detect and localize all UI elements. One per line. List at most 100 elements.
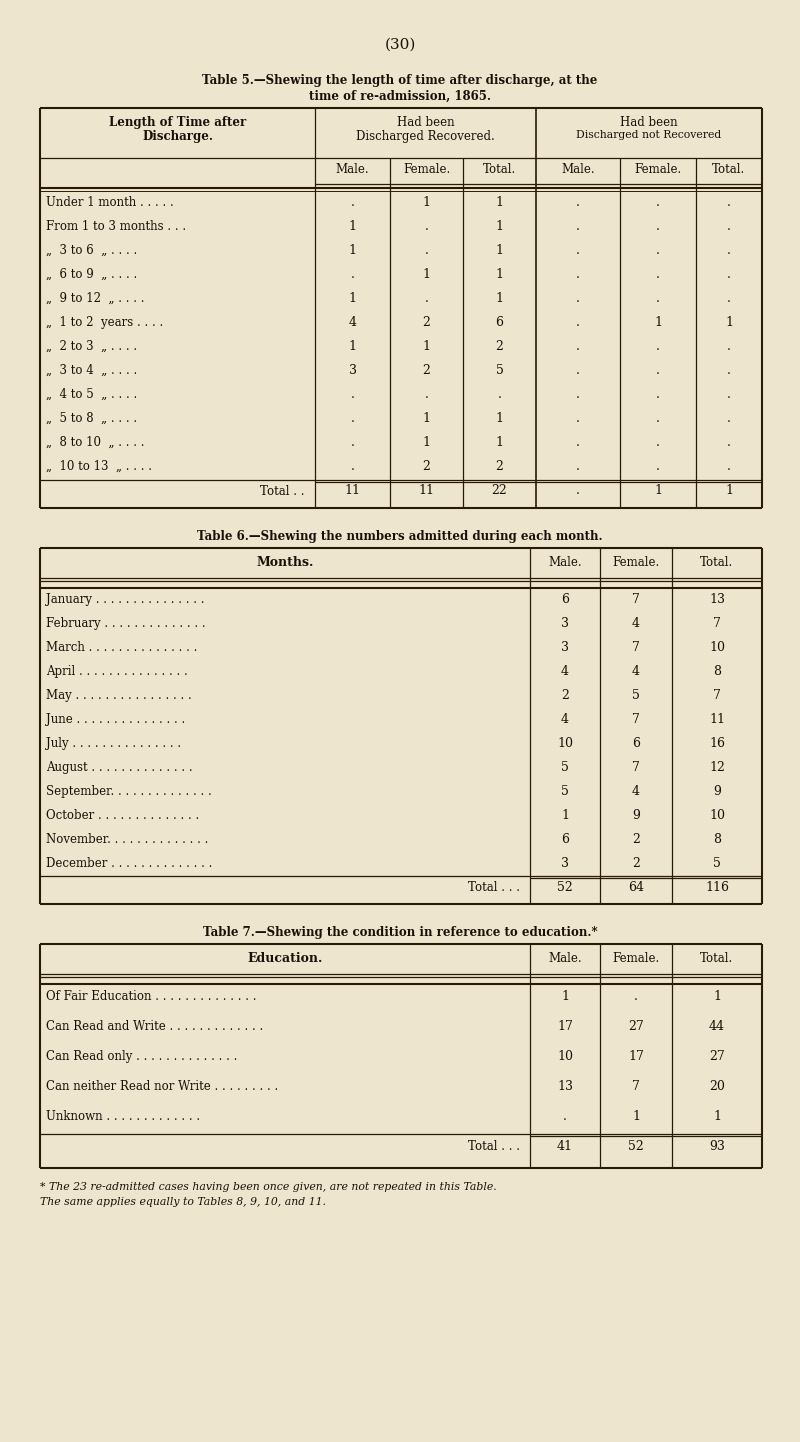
Text: Of Fair Education . . . . . . . . . . . . . .: Of Fair Education . . . . . . . . . . . … bbox=[46, 991, 257, 1004]
Text: 1: 1 bbox=[713, 991, 721, 1004]
Text: March . . . . . . . . . . . . . . .: March . . . . . . . . . . . . . . . bbox=[46, 642, 198, 655]
Text: Female.: Female. bbox=[612, 557, 660, 570]
Text: 1: 1 bbox=[349, 291, 357, 306]
Text: .: . bbox=[634, 991, 638, 1004]
Text: .: . bbox=[727, 221, 731, 234]
Text: April . . . . . . . . . . . . . . .: April . . . . . . . . . . . . . . . bbox=[46, 665, 188, 678]
Text: Months.: Months. bbox=[256, 557, 314, 570]
Text: .: . bbox=[576, 268, 580, 281]
Text: 2: 2 bbox=[495, 460, 503, 473]
Text: Total.: Total. bbox=[700, 557, 734, 570]
Text: 1: 1 bbox=[422, 340, 430, 353]
Text: From 1 to 3 months . . .: From 1 to 3 months . . . bbox=[46, 221, 186, 234]
Text: „  5 to 8  „ . . . .: „ 5 to 8 „ . . . . bbox=[46, 412, 137, 425]
Text: Table 7.—Shewing the condition in reference to education.*: Table 7.—Shewing the condition in refere… bbox=[202, 926, 598, 939]
Text: .: . bbox=[656, 460, 660, 473]
Text: Can Read only . . . . . . . . . . . . . .: Can Read only . . . . . . . . . . . . . … bbox=[46, 1050, 238, 1063]
Text: „  10 to 13  „ . . . .: „ 10 to 13 „ . . . . bbox=[46, 460, 152, 473]
Text: 7: 7 bbox=[632, 642, 640, 655]
Text: 1: 1 bbox=[349, 340, 357, 353]
Text: 3: 3 bbox=[561, 857, 569, 870]
Text: June . . . . . . . . . . . . . . .: June . . . . . . . . . . . . . . . bbox=[46, 712, 186, 725]
Text: .: . bbox=[656, 268, 660, 281]
Text: Discharged not Recovered: Discharged not Recovered bbox=[576, 130, 722, 140]
Text: .: . bbox=[425, 291, 429, 306]
Text: „  3 to 6  „ . . . .: „ 3 to 6 „ . . . . bbox=[46, 244, 138, 257]
Text: 1: 1 bbox=[422, 268, 430, 281]
Text: 3: 3 bbox=[349, 363, 357, 376]
Text: Had been: Had been bbox=[397, 115, 454, 128]
Text: 16: 16 bbox=[709, 737, 725, 750]
Text: 5: 5 bbox=[632, 689, 640, 702]
Text: July . . . . . . . . . . . . . . .: July . . . . . . . . . . . . . . . bbox=[46, 737, 181, 750]
Text: .: . bbox=[576, 221, 580, 234]
Text: 10: 10 bbox=[557, 1050, 573, 1063]
Text: 7: 7 bbox=[713, 617, 721, 630]
Text: October . . . . . . . . . . . . . .: October . . . . . . . . . . . . . . bbox=[46, 809, 199, 822]
Text: * The 23 re-admitted cases having been once given, are not repeated in this Tabl: * The 23 re-admitted cases having been o… bbox=[40, 1182, 497, 1193]
Text: 4: 4 bbox=[632, 665, 640, 678]
Text: 2: 2 bbox=[561, 689, 569, 702]
Text: 20: 20 bbox=[709, 1080, 725, 1093]
Text: „  8 to 10  „ . . . .: „ 8 to 10 „ . . . . bbox=[46, 435, 145, 448]
Text: 52: 52 bbox=[557, 881, 573, 894]
Text: 1: 1 bbox=[654, 316, 662, 329]
Text: 1: 1 bbox=[495, 221, 503, 234]
Text: .: . bbox=[576, 291, 580, 306]
Text: 5: 5 bbox=[713, 857, 721, 870]
Text: 44: 44 bbox=[709, 1019, 725, 1032]
Text: time of re-admission, 1865.: time of re-admission, 1865. bbox=[309, 89, 491, 102]
Text: 10: 10 bbox=[709, 642, 725, 655]
Text: 1: 1 bbox=[495, 244, 503, 257]
Text: 1: 1 bbox=[725, 485, 733, 497]
Text: September. . . . . . . . . . . . . .: September. . . . . . . . . . . . . . bbox=[46, 784, 212, 797]
Text: 1: 1 bbox=[561, 809, 569, 822]
Text: 4: 4 bbox=[632, 784, 640, 797]
Text: „  1 to 2  years . . . .: „ 1 to 2 years . . . . bbox=[46, 316, 163, 329]
Text: 1: 1 bbox=[632, 1110, 640, 1123]
Text: 4: 4 bbox=[349, 316, 357, 329]
Text: 1: 1 bbox=[422, 412, 430, 425]
Text: 12: 12 bbox=[709, 761, 725, 774]
Text: Total.: Total. bbox=[712, 163, 746, 176]
Text: 1: 1 bbox=[422, 196, 430, 209]
Text: Male.: Male. bbox=[561, 163, 595, 176]
Text: Total . . .: Total . . . bbox=[468, 1141, 520, 1154]
Text: 2: 2 bbox=[495, 340, 503, 353]
Text: 41: 41 bbox=[557, 1141, 573, 1154]
Text: .: . bbox=[425, 388, 429, 401]
Text: .: . bbox=[656, 291, 660, 306]
Text: .: . bbox=[576, 388, 580, 401]
Text: 93: 93 bbox=[709, 1141, 725, 1154]
Text: 17: 17 bbox=[557, 1019, 573, 1032]
Text: 2: 2 bbox=[422, 460, 430, 473]
Text: August . . . . . . . . . . . . . .: August . . . . . . . . . . . . . . bbox=[46, 761, 193, 774]
Text: February . . . . . . . . . . . . . .: February . . . . . . . . . . . . . . bbox=[46, 617, 206, 630]
Text: .: . bbox=[727, 244, 731, 257]
Text: 52: 52 bbox=[628, 1141, 644, 1154]
Text: 2: 2 bbox=[422, 316, 430, 329]
Text: .: . bbox=[350, 196, 354, 209]
Text: .: . bbox=[727, 268, 731, 281]
Text: November. . . . . . . . . . . . . .: November. . . . . . . . . . . . . . bbox=[46, 833, 208, 846]
Text: .: . bbox=[656, 244, 660, 257]
Text: Male.: Male. bbox=[548, 557, 582, 570]
Text: 11: 11 bbox=[345, 485, 361, 497]
Text: „  2 to 3  „ . . . .: „ 2 to 3 „ . . . . bbox=[46, 340, 137, 353]
Text: .: . bbox=[727, 340, 731, 353]
Text: .: . bbox=[727, 412, 731, 425]
Text: 27: 27 bbox=[709, 1050, 725, 1063]
Text: „  9 to 12  „ . . . .: „ 9 to 12 „ . . . . bbox=[46, 291, 145, 306]
Text: 7: 7 bbox=[632, 761, 640, 774]
Text: Female.: Female. bbox=[634, 163, 682, 176]
Text: (30): (30) bbox=[384, 37, 416, 52]
Text: .: . bbox=[350, 388, 354, 401]
Text: 5: 5 bbox=[561, 761, 569, 774]
Text: .: . bbox=[425, 244, 429, 257]
Text: .: . bbox=[576, 244, 580, 257]
Text: 1: 1 bbox=[495, 435, 503, 448]
Text: .: . bbox=[576, 316, 580, 329]
Text: .: . bbox=[576, 460, 580, 473]
Text: 11: 11 bbox=[418, 485, 434, 497]
Text: Table 5.—Shewing the length of time after discharge, at the: Table 5.—Shewing the length of time afte… bbox=[202, 74, 598, 87]
